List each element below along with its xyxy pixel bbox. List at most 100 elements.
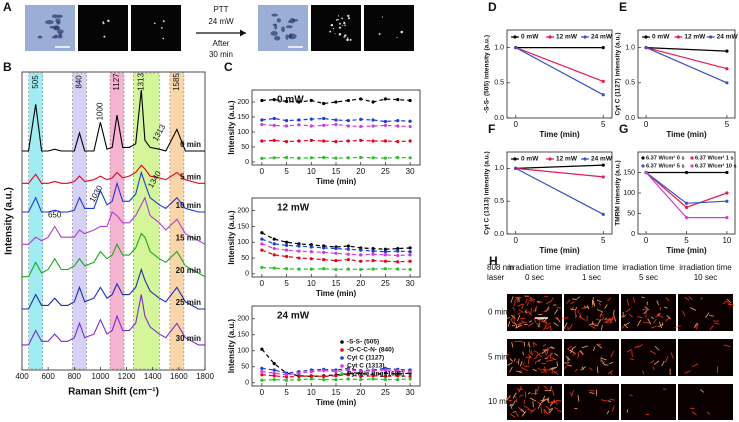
x-tick-label: 5: [284, 279, 289, 288]
cell-signal: [516, 387, 521, 393]
signal: [153, 22, 156, 25]
cell: [285, 34, 289, 40]
band-label: 840: [75, 75, 84, 89]
series-line: [515, 47, 604, 96]
data-point: [322, 101, 326, 106]
arrow-text: After: [213, 39, 230, 48]
signal: [107, 19, 110, 23]
cell-signal: [547, 322, 552, 326]
x-tick-label: 0: [514, 236, 519, 245]
data-point: [359, 370, 363, 374]
micrograph: [25, 5, 75, 51]
data-point: [260, 98, 264, 103]
cell-signal: [625, 308, 631, 313]
cell-signal: [513, 302, 516, 306]
cell-signal: [554, 308, 559, 315]
cell-signal: [643, 321, 650, 324]
cell: [57, 14, 63, 19]
cell-signal: [596, 366, 599, 374]
cell-signal: [622, 314, 627, 317]
cell-signal: [684, 370, 691, 374]
y-axis-title: Intensity (a.u.): [227, 100, 236, 155]
data-point: [309, 257, 313, 261]
data-point: [371, 258, 375, 263]
data-point: [383, 139, 388, 143]
cell-signal: [543, 410, 545, 414]
data-point: [309, 98, 313, 103]
x-axis-title: Time (min): [316, 398, 357, 407]
data-point: [260, 156, 264, 160]
data-point: [684, 201, 689, 205]
data-point: [309, 156, 313, 160]
cell-signal: [568, 324, 573, 330]
cell-signal: [521, 303, 524, 309]
cell-signal: [666, 315, 671, 320]
data-point: [297, 139, 301, 143]
cell-signal: [574, 407, 578, 410]
x-tick-label: 25: [381, 388, 390, 397]
data-point: [334, 251, 338, 255]
cell-signal: [583, 305, 587, 309]
signal: [162, 20, 165, 23]
panel-label: C: [224, 60, 233, 74]
data-point: [297, 267, 301, 271]
cell-signal: [596, 343, 603, 349]
legend-label: 0 mW: [521, 156, 539, 163]
data-point: [284, 99, 289, 103]
cell-signal: [551, 346, 555, 350]
cell-signal: [569, 349, 576, 354]
cell-signal: [580, 349, 584, 355]
y-tick-label: 0.5: [494, 80, 504, 87]
arrow-text: 30 min: [209, 50, 233, 59]
cell-signal: [520, 317, 526, 320]
legend-marker: [690, 156, 694, 160]
x-axis-title: Time (min): [666, 130, 707, 139]
data-point: [272, 156, 276, 160]
cell-signal: [533, 317, 537, 323]
cell-signal: [652, 319, 657, 324]
micrograph: [621, 339, 676, 376]
cell-signal: [588, 322, 594, 326]
data-point: [272, 246, 276, 251]
signal: [344, 34, 347, 37]
cell-signal: [525, 298, 528, 304]
plot-frame: [21, 71, 206, 371]
series-line: [645, 47, 728, 70]
cell-signal: [527, 391, 531, 395]
data-point: [260, 118, 264, 122]
data-point: [260, 370, 264, 374]
cell-signal: [506, 396, 511, 399]
legend-marker: [340, 348, 344, 352]
cell-signal: [538, 300, 543, 303]
x-tick-label: 0: [644, 236, 649, 245]
cell-signal: [572, 352, 577, 356]
cell-signal: [515, 370, 523, 374]
legend-marker: [583, 35, 587, 39]
chart-title: 24 mW: [277, 311, 310, 322]
data-point: [309, 138, 313, 142]
cell-signal: [529, 297, 535, 303]
data-point: [260, 373, 264, 377]
cell-signal: [507, 362, 513, 366]
data-point: [396, 374, 400, 378]
cell-signal: [706, 411, 711, 415]
data-point: [297, 156, 301, 160]
data-point: [272, 362, 276, 366]
x-tick-label: 15: [332, 279, 341, 288]
data-point: [396, 246, 400, 251]
data-point: [725, 191, 729, 195]
cell-signal: [527, 322, 534, 327]
cell-signal: [510, 319, 515, 324]
column-header: irradiation time: [622, 263, 675, 272]
cell-signal: [626, 409, 629, 413]
cell-signal: [596, 318, 601, 321]
data-point: [272, 98, 276, 102]
cell-signal: [600, 324, 603, 331]
cell-signal: [527, 353, 532, 359]
cell-signal: [527, 311, 533, 316]
cell-signal: [536, 300, 541, 304]
cell-signal: [528, 320, 533, 323]
cell-signal: [643, 309, 648, 315]
y-tick-label: 0.5: [625, 80, 635, 87]
cell-signal: [512, 410, 517, 413]
